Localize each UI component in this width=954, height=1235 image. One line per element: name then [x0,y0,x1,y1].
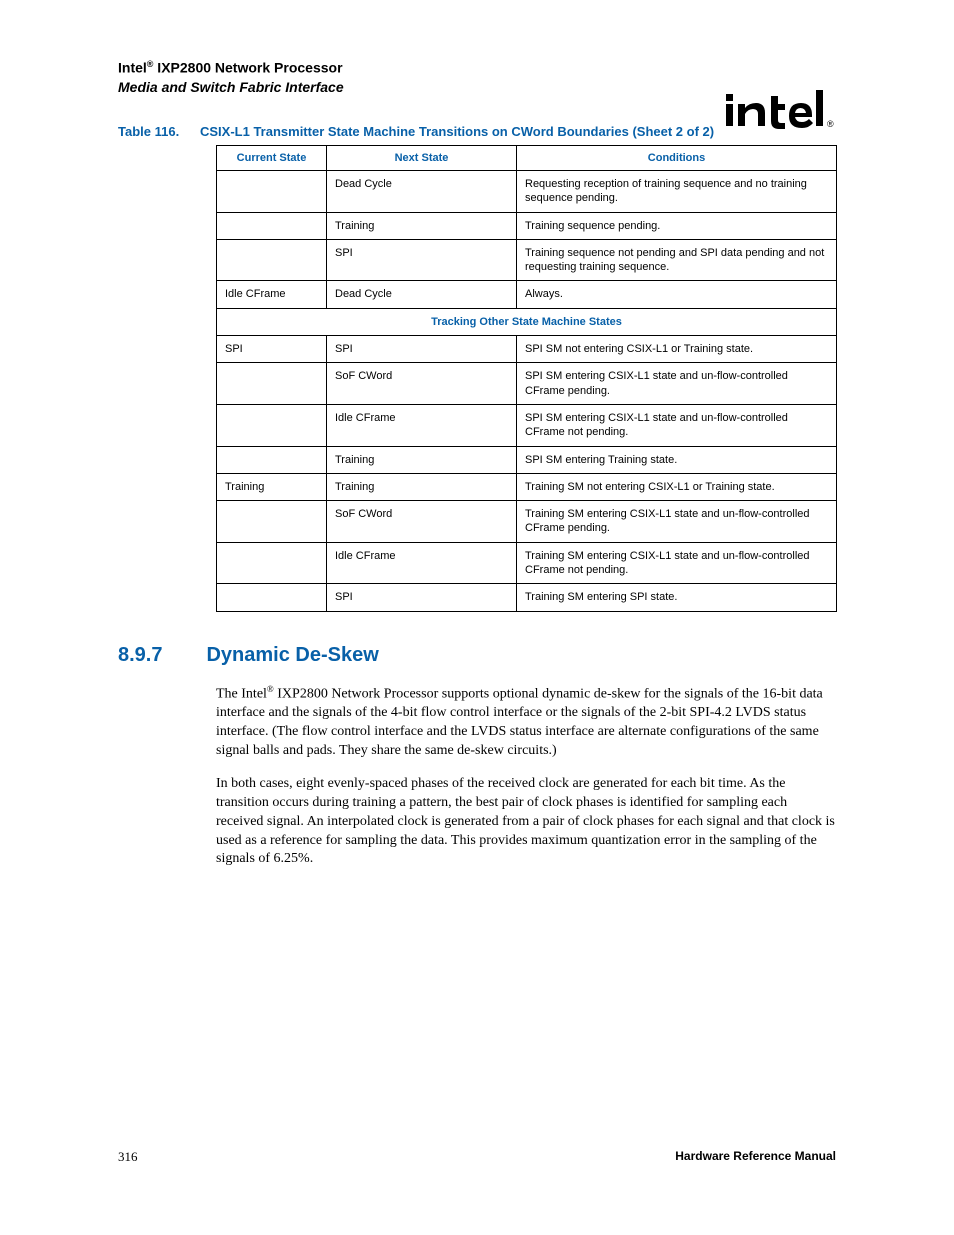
cell [217,542,327,584]
col-next-state: Next State [327,146,517,171]
page-header: Intel® IXP2800 Network Processor Media a… [118,58,836,102]
cell [217,446,327,473]
cell: SoF CWord [327,501,517,543]
table-row: Dead Cycle Requesting reception of train… [217,171,837,213]
cell: Training sequence not pending and SPI da… [517,239,837,281]
cell: Training SM entering CSIX-L1 state and u… [517,501,837,543]
table-row: Idle CFrame Training SM entering CSIX-L1… [217,542,837,584]
header-line2: Media and Switch Fabric Interface [118,78,344,97]
header-line1-suffix: IXP2800 Network Processor [153,60,342,76]
cell [217,239,327,281]
table-caption-label: Table 116. [118,124,186,139]
cell: SPI [217,336,327,363]
table-row: Idle CFrame Dead Cycle Always. [217,281,837,308]
cell: Training [217,473,327,500]
cell: Always. [517,281,837,308]
cell [217,363,327,405]
table-row: SPI Training sequence not pending and SP… [217,239,837,281]
footer-right: Hardware Reference Manual [675,1149,836,1165]
cell: SPI SM not entering CSIX-L1 or Training … [517,336,837,363]
table-row: Training Training Training SM not enteri… [217,473,837,500]
cell: Training [327,446,517,473]
page-number: 316 [118,1149,138,1165]
cell: SPI SM entering CSIX-L1 state and un-flo… [517,363,837,405]
table-row: Idle CFrame SPI SM entering CSIX-L1 stat… [217,404,837,446]
registered-mark: ® [267,684,274,694]
table-row: SoF CWord Training SM entering CSIX-L1 s… [217,501,837,543]
col-conditions: Conditions [517,146,837,171]
cell: Training SM not entering CSIX-L1 or Trai… [517,473,837,500]
cell: Dead Cycle [327,171,517,213]
cell [217,212,327,239]
cell: Idle CFrame [327,404,517,446]
page-footer: 316 Hardware Reference Manual [118,1149,836,1165]
cell: Training [327,473,517,500]
section-heading: 8.9.7 Dynamic De-Skew [118,644,836,667]
section-title: Dynamic De-Skew [206,644,378,667]
section-number: 8.9.7 [118,644,162,667]
cell [217,501,327,543]
col-current-state: Current State [217,146,327,171]
table-section-header-row: Tracking Other State Machine States [217,308,837,335]
table-row: Training SPI SM entering Training state. [217,446,837,473]
table-section-header: Tracking Other State Machine States [217,308,837,335]
table-row: SoF CWord SPI SM entering CSIX-L1 state … [217,363,837,405]
table-row: SPI Training SM entering SPI state. [217,584,837,611]
cell [217,584,327,611]
intel-logo: ® [726,86,836,130]
cell: SPI [327,584,517,611]
cell: SPI [327,239,517,281]
cell: Idle CFrame [327,542,517,584]
table-row: SPI SPI SPI SM not entering CSIX-L1 or T… [217,336,837,363]
state-machine-table: Current State Next State Conditions Dead… [216,145,837,612]
cell: Dead Cycle [327,281,517,308]
cell: Training [327,212,517,239]
cell [217,171,327,213]
cell: Idle CFrame [217,281,327,308]
cell: SPI SM entering Training state. [517,446,837,473]
cell: Training sequence pending. [517,212,837,239]
header-text: Intel® IXP2800 Network Processor Media a… [118,58,344,96]
header-line1-prefix: Intel [118,60,147,76]
body-p2: In both cases, eight evenly-spaced phase… [216,775,836,869]
body-text: The Intel® IXP2800 Network Processor sup… [216,683,836,870]
body-p1-prefix: The Intel [216,686,267,701]
cell: Requesting reception of training sequenc… [517,171,837,213]
body-p1-suffix: IXP2800 Network Processor supports optio… [216,686,823,758]
table-row: Training Training sequence pending. [217,212,837,239]
cell: Training SM entering SPI state. [517,584,837,611]
table-header-row: Current State Next State Conditions [217,146,837,171]
table-caption-text: CSIX-L1 Transmitter State Machine Transi… [200,124,714,139]
cell: SoF CWord [327,363,517,405]
svg-text:®: ® [827,119,834,129]
cell: Training SM entering CSIX-L1 state and u… [517,542,837,584]
cell [217,404,327,446]
cell: SPI SM entering CSIX-L1 state and un-flo… [517,404,837,446]
cell: SPI [327,336,517,363]
